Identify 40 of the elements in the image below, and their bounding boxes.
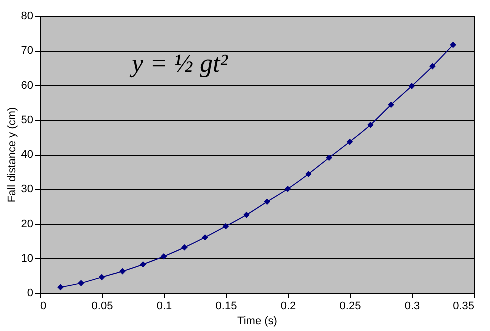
point — [388, 102, 394, 108]
y-tick-label: 40 — [21, 149, 34, 161]
x-tick-label: 0.25 — [340, 300, 362, 312]
annotation: y = ½ gt² — [128, 49, 230, 78]
x-axis-title: Time (s) — [238, 316, 278, 328]
point — [78, 280, 84, 286]
point — [408, 83, 416, 90]
point — [284, 186, 292, 192]
point — [120, 268, 126, 275]
point — [160, 253, 168, 260]
x-tick-label: 0.05 — [92, 300, 114, 312]
point — [244, 212, 250, 218]
y-tick-label: 50 — [21, 114, 34, 126]
y-tick-label: 10 — [21, 252, 34, 265]
y-tick-label: 30 — [21, 184, 34, 196]
y-tick-label: 80 — [21, 10, 34, 22]
y-tick-label: 70 — [21, 45, 34, 58]
y-tick-label: 60 — [21, 80, 34, 92]
point — [326, 154, 332, 162]
point — [450, 42, 456, 48]
point — [306, 171, 312, 178]
x-tick-label: 0.2 — [280, 300, 296, 312]
point — [264, 198, 270, 206]
point — [202, 234, 208, 241]
point — [98, 274, 106, 281]
x-tick-label: 0 — [40, 300, 47, 312]
y-axis-title: Fall distance y (cm) — [6, 107, 18, 203]
y-tick-label: 20 — [21, 218, 34, 230]
point — [346, 138, 354, 146]
point — [368, 122, 374, 128]
point — [222, 223, 230, 230]
x-tick-label: 0.3 — [404, 300, 420, 312]
point — [182, 244, 188, 251]
point — [430, 63, 436, 70]
point — [58, 284, 64, 291]
x-tick-label: 0.1 — [156, 300, 172, 312]
point — [140, 261, 146, 268]
y-tick-label: 0 — [27, 288, 34, 300]
x-tick-label: 0.15 — [216, 300, 238, 312]
x-tick-label: 0.35 — [453, 300, 474, 312]
